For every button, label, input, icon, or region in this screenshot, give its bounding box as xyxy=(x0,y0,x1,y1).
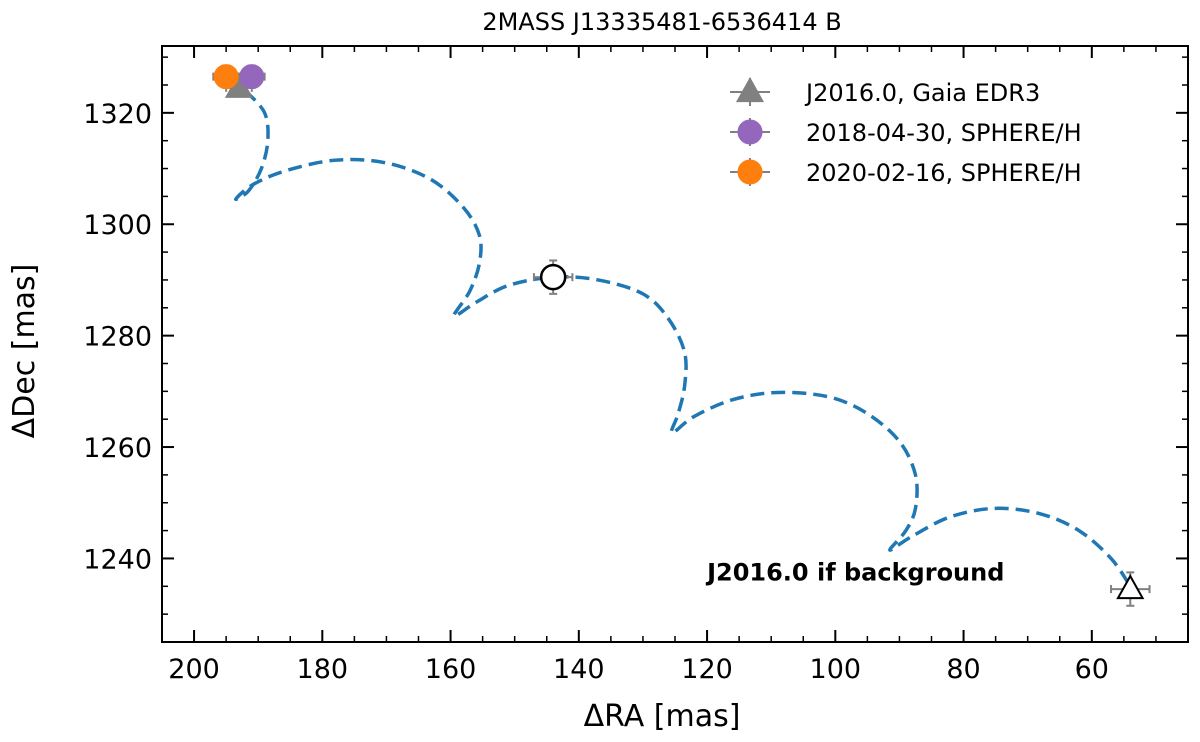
legend-label: J2016.0, Gaia EDR3 xyxy=(804,79,1040,107)
x-tick-label: 60 xyxy=(1075,654,1109,685)
annotations: J2016.0 if background xyxy=(705,558,1004,586)
x-tick-label: 100 xyxy=(810,654,862,685)
background-track-line xyxy=(233,89,1132,588)
x-axis-label: ΔRA [mas] xyxy=(584,699,741,734)
x-tick-label: 140 xyxy=(553,654,605,685)
annotation-text: J2016.0 if background xyxy=(705,558,1004,586)
legend-label: 2018-04-30, SPHERE/H xyxy=(806,119,1082,147)
legend-marker xyxy=(737,119,763,145)
series-circle-marker xyxy=(213,64,239,90)
background-track-layer xyxy=(233,89,1132,588)
y-tick-label: 1240 xyxy=(83,544,152,575)
legend: J2016.0, Gaia EDR3 2018-04-30, SPHERE/H 20… xyxy=(730,76,1082,187)
y-axis-label: ΔDec [mas] xyxy=(7,264,42,439)
x-tick-label: 200 xyxy=(168,654,220,685)
legend-label: 2020-02-16, SPHERE/H xyxy=(806,159,1082,187)
y-tick-label: 1260 xyxy=(83,433,152,464)
data-points xyxy=(212,64,1151,607)
y-tick-label: 1320 xyxy=(83,99,152,130)
background-position-circle xyxy=(539,263,567,291)
x-tick-label: 120 xyxy=(681,654,733,685)
x-tick-label: 180 xyxy=(297,654,349,685)
background-position-triangle xyxy=(1116,574,1145,600)
legend-marker xyxy=(737,159,763,185)
x-tick-label: 80 xyxy=(946,654,980,685)
chart-title: 2MASS J13335481-6536414 B xyxy=(482,8,841,36)
y-tick-label: 1300 xyxy=(83,210,152,241)
y-tick-label: 1280 xyxy=(83,322,152,353)
x-tick-label: 160 xyxy=(425,654,477,685)
plot-frame xyxy=(161,45,1189,643)
legend-marker xyxy=(735,76,765,103)
series-circle-marker xyxy=(239,64,265,90)
